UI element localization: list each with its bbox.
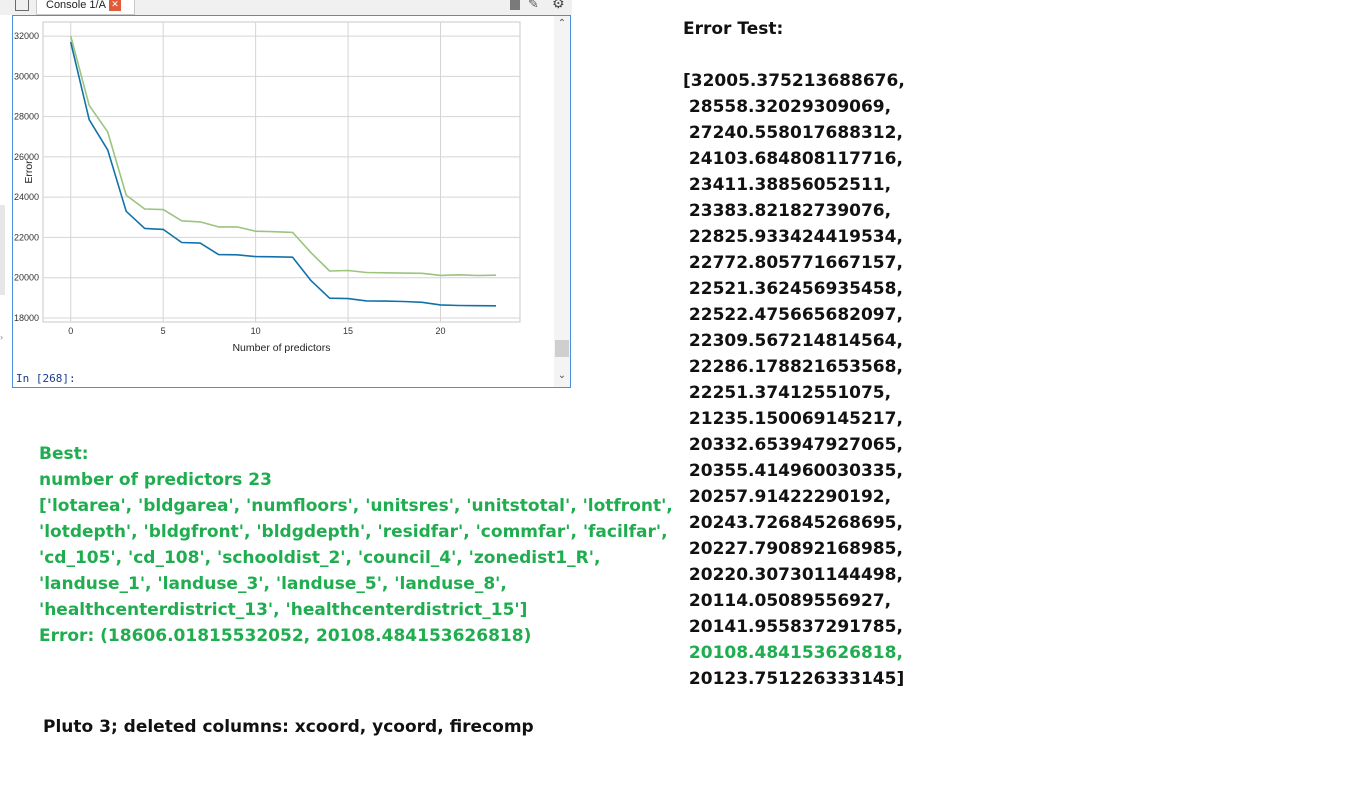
error-test-value: 28558.32029309069, bbox=[683, 97, 892, 117]
console-tab-bar: Console 1/A ✕ ✎ ⚙ bbox=[0, 0, 572, 15]
error-test-value: 23383.82182739076, bbox=[683, 201, 892, 221]
error-test-value: 23411.38856052511, bbox=[683, 175, 892, 195]
error-test-value: 22825.933424419534, bbox=[683, 227, 903, 247]
tab-icon[interactable] bbox=[15, 0, 29, 11]
y-tick-label: 24000 bbox=[14, 192, 39, 202]
error-chart: 0 5 10 15 20 18000 20000 22000 24000 26000 28000 30… bbox=[14, 21, 521, 354]
error-test-value: 20114.05089556927, bbox=[683, 591, 892, 611]
pencil-icon[interactable]: ✎ bbox=[528, 0, 539, 12]
error-test-value: 24103.684808117716, bbox=[683, 149, 903, 169]
error-test-value: 20257.91422290192, bbox=[683, 487, 892, 507]
best-line: ['lotarea', 'bldgarea', 'numfloors', 'un… bbox=[39, 496, 673, 516]
x-tick-label: 20 bbox=[435, 326, 445, 336]
error-test-list: [32005.375213688676, 28558.32029309069, … bbox=[683, 68, 905, 692]
best-line: 'healthcenterdistrict_13', 'healthcenter… bbox=[39, 600, 528, 620]
error-test-value: 22522.475665682097, bbox=[683, 305, 903, 325]
best-line: 'lotdepth', 'bldgfront', 'bldgdepth', 'r… bbox=[39, 522, 668, 542]
error-test-value: 22286.178821653568, bbox=[683, 357, 903, 377]
error-test-value: 20108.484153626818, bbox=[683, 643, 903, 663]
left-caret-icon: › bbox=[0, 333, 4, 342]
error-test-value: 27240.558017688312, bbox=[683, 123, 903, 143]
error-test-value: 20141.955837291785, bbox=[683, 617, 903, 637]
y-tick-label: 20000 bbox=[14, 273, 39, 283]
error-test-value: [32005.375213688676, bbox=[683, 71, 905, 91]
error-test-value: 20332.653947927065, bbox=[683, 435, 903, 455]
x-axis-label: Number of predictors bbox=[232, 342, 330, 354]
error-test-value: 20243.726845268695, bbox=[683, 513, 903, 533]
dataset-note: Pluto 3; deleted columns: xcoord, ycoord… bbox=[43, 717, 534, 737]
y-tick-label: 18000 bbox=[14, 313, 39, 323]
y-tick-label: 32000 bbox=[14, 31, 39, 41]
left-edge-strip bbox=[0, 205, 5, 295]
tab-console[interactable]: Console 1/A ✕ bbox=[36, 0, 135, 15]
best-line: 'landuse_1', 'landuse_3', 'landuse_5', '… bbox=[39, 574, 507, 594]
error-test-value: 20355.414960030335, bbox=[683, 461, 903, 481]
x-tick-label: 15 bbox=[343, 326, 353, 336]
y-tick-label: 28000 bbox=[14, 112, 39, 122]
best-line: 'cd_105', 'cd_108', 'schooldist_2', 'cou… bbox=[39, 548, 601, 568]
best-line: Best: bbox=[39, 444, 89, 464]
chevron-down-icon[interactable]: ⌄ bbox=[557, 370, 567, 381]
series-line bbox=[69, 41, 497, 307]
best-line: Error: (18606.01815532052, 20108.4841536… bbox=[39, 626, 532, 646]
gear-icon[interactable]: ⚙ bbox=[552, 0, 565, 12]
best-line: number of predictors 23 bbox=[39, 470, 272, 490]
error-test-value: 22251.37412551075, bbox=[683, 383, 892, 403]
stop-icon[interactable] bbox=[510, 0, 520, 10]
error-test-value: 22521.362456935458, bbox=[683, 279, 903, 299]
x-tick-label: 10 bbox=[251, 326, 261, 336]
scroll-thumb[interactable] bbox=[555, 340, 569, 357]
error-test-value: 21235.150069145217, bbox=[683, 409, 903, 429]
console-prompt[interactable]: In [268]: bbox=[16, 372, 76, 385]
close-icon[interactable]: ✕ bbox=[109, 0, 121, 11]
error-test-value: 20227.790892168985, bbox=[683, 539, 903, 559]
error-test-value: 22309.567214814564, bbox=[683, 331, 903, 351]
series-line bbox=[69, 35, 497, 277]
error-test-value: 20123.751226333145] bbox=[683, 669, 905, 689]
y-tick-label: 26000 bbox=[14, 152, 39, 162]
x-tick-label: 0 bbox=[68, 326, 73, 336]
tab-label: Console 1/A bbox=[46, 0, 106, 11]
error-test-value: 22772.805771667157, bbox=[683, 253, 903, 273]
console-window: Console 1/A ✕ ✎ ⚙ › 0 5 10 15 20 18000 20000 22… bbox=[0, 0, 572, 388]
y-axis-label: Error bbox=[23, 160, 35, 184]
chevron-up-icon[interactable]: ⌃ bbox=[557, 18, 567, 29]
y-tick-label: 30000 bbox=[14, 71, 39, 81]
best-result-block: Best: number of predictors 23 ['lotarea'… bbox=[39, 441, 673, 649]
console-output[interactable]: 0 5 10 15 20 18000 20000 22000 24000 26000 28000 30… bbox=[12, 15, 571, 388]
error-test-title: Error Test: bbox=[683, 19, 784, 39]
console-scrollbar[interactable]: ⌃ ⌄ bbox=[554, 16, 570, 387]
error-test-value: 20220.307301144498, bbox=[683, 565, 903, 585]
x-tick-label: 5 bbox=[161, 326, 166, 336]
y-tick-label: 22000 bbox=[14, 232, 39, 242]
